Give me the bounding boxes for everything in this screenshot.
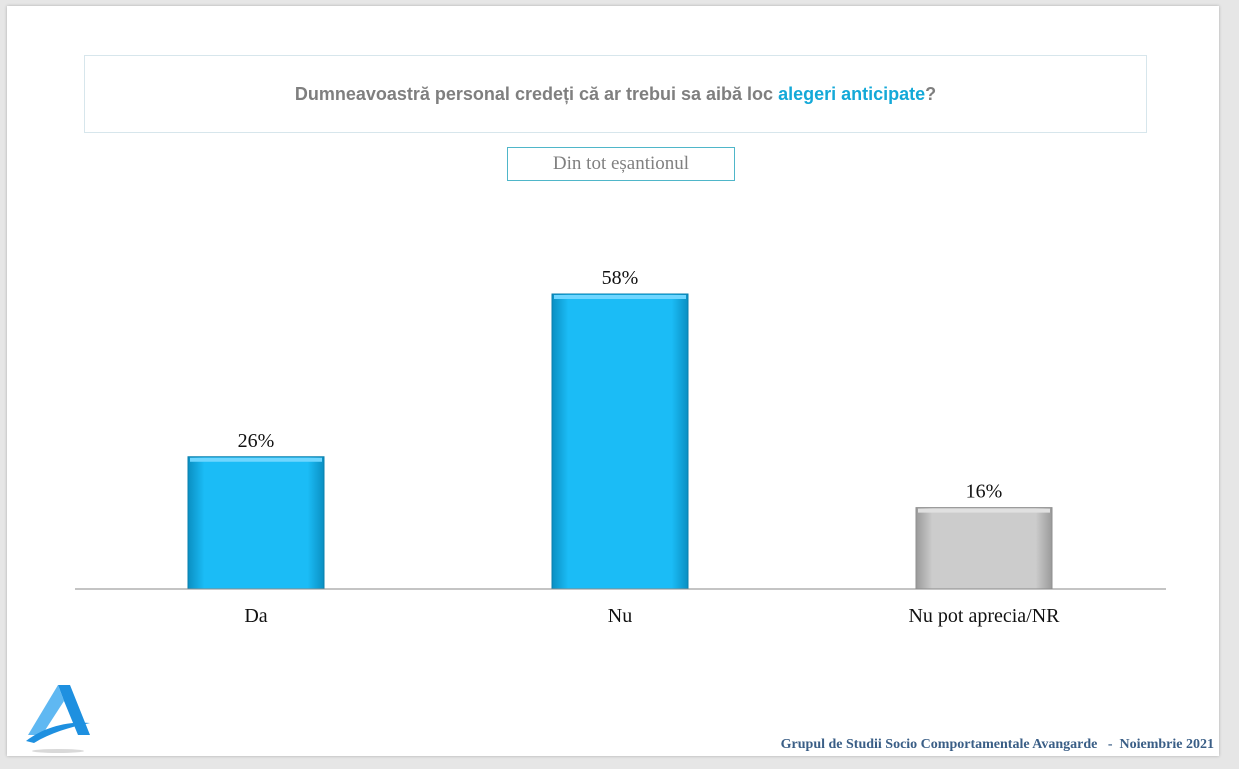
- footer: Grupul de Studii Socio Comportamentale A…: [781, 737, 1214, 753]
- bar-highlight: [554, 295, 686, 299]
- data-label: 58%: [602, 267, 639, 289]
- question-box: Dumneavoastră personal credeți că ar tre…: [84, 55, 1147, 133]
- bar-da: [187, 456, 325, 590]
- bar-nu-pot-aprecia-nr: [915, 507, 1053, 590]
- data-label: 26%: [238, 430, 275, 452]
- subset-label-box: Din tot eșantionul: [507, 147, 735, 181]
- category-label: Da: [244, 605, 267, 627]
- question-mark: ?: [925, 83, 937, 104]
- bar-highlight: [190, 457, 322, 462]
- category-label: Nu pot aprecia/NR: [908, 605, 1060, 627]
- subset-label: Din tot eșantionul: [552, 153, 690, 174]
- category-label: Nu: [608, 605, 632, 627]
- footer-organization: Grupul de Studii Socio Comportamentale A…: [780, 737, 1098, 752]
- question-text: Dumneavoastră personal credeți că ar tre…: [295, 84, 936, 105]
- question-text-main: Dumneavoastră personal credeți că ar tre…: [294, 83, 779, 104]
- question-highlight: alegeri anticipate: [778, 83, 926, 104]
- avangarde-logo-icon: [26, 685, 90, 753]
- bar-highlight: [918, 508, 1050, 513]
- data-label: 16%: [966, 481, 1003, 503]
- bar-nu: [551, 293, 689, 590]
- footer-date: Noiembrie 2021: [1119, 737, 1214, 752]
- footer-separator: -: [1097, 737, 1120, 752]
